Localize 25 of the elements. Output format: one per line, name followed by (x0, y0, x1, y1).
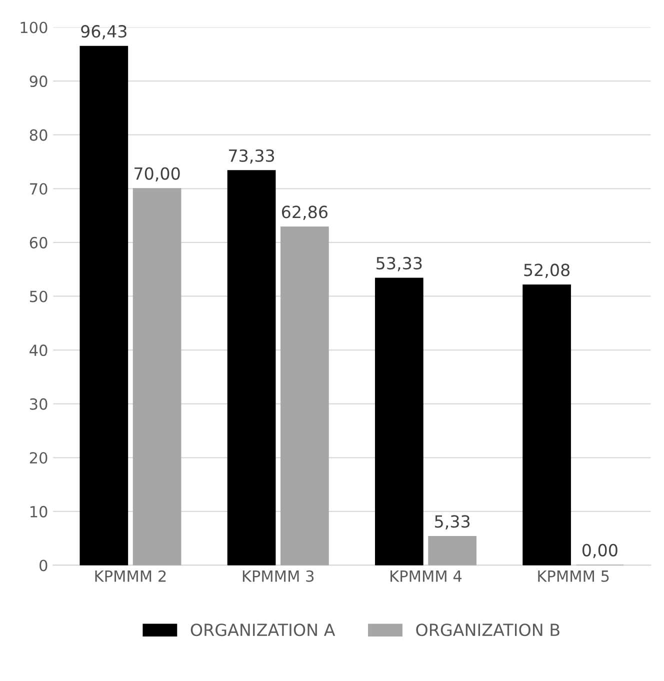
data-label: 96,43 (81, 25, 126, 40)
y-tick-label: 40 (30, 344, 48, 356)
legend-label: ORGANIZATION A (190, 624, 336, 636)
y-tick-label: 0 (40, 560, 48, 572)
y-tick-label: 80 (30, 129, 48, 141)
y-tick-label: 50 (30, 290, 48, 302)
y-tick-label: 100 (20, 22, 48, 34)
y-tick-label: 10 (30, 506, 48, 518)
y-tick-label: 60 (30, 236, 48, 248)
data-label: 53,33 (376, 256, 422, 272)
data-label: 70,00 (134, 167, 180, 182)
x-tick-label: KPMMM 3 (242, 570, 314, 582)
data-label: 5,33 (435, 515, 470, 530)
y-tick-label: 20 (30, 452, 48, 464)
data-label: 62,86 (282, 206, 328, 220)
y-tick-label: 30 (30, 398, 48, 410)
data-label: 73,33 (229, 149, 274, 164)
x-tick-label: KPMMM 5 (538, 570, 609, 582)
x-tick-label: KPMMM 4 (390, 570, 462, 582)
y-tick-label: 70 (30, 183, 48, 195)
x-tick-label: KPMMM 2 (95, 570, 166, 582)
legend-label: ORGANIZATION B (416, 624, 560, 636)
data-label: 0,00 (582, 544, 618, 558)
data-label: 52,08 (524, 264, 570, 278)
y-tick-label: 90 (30, 76, 48, 88)
